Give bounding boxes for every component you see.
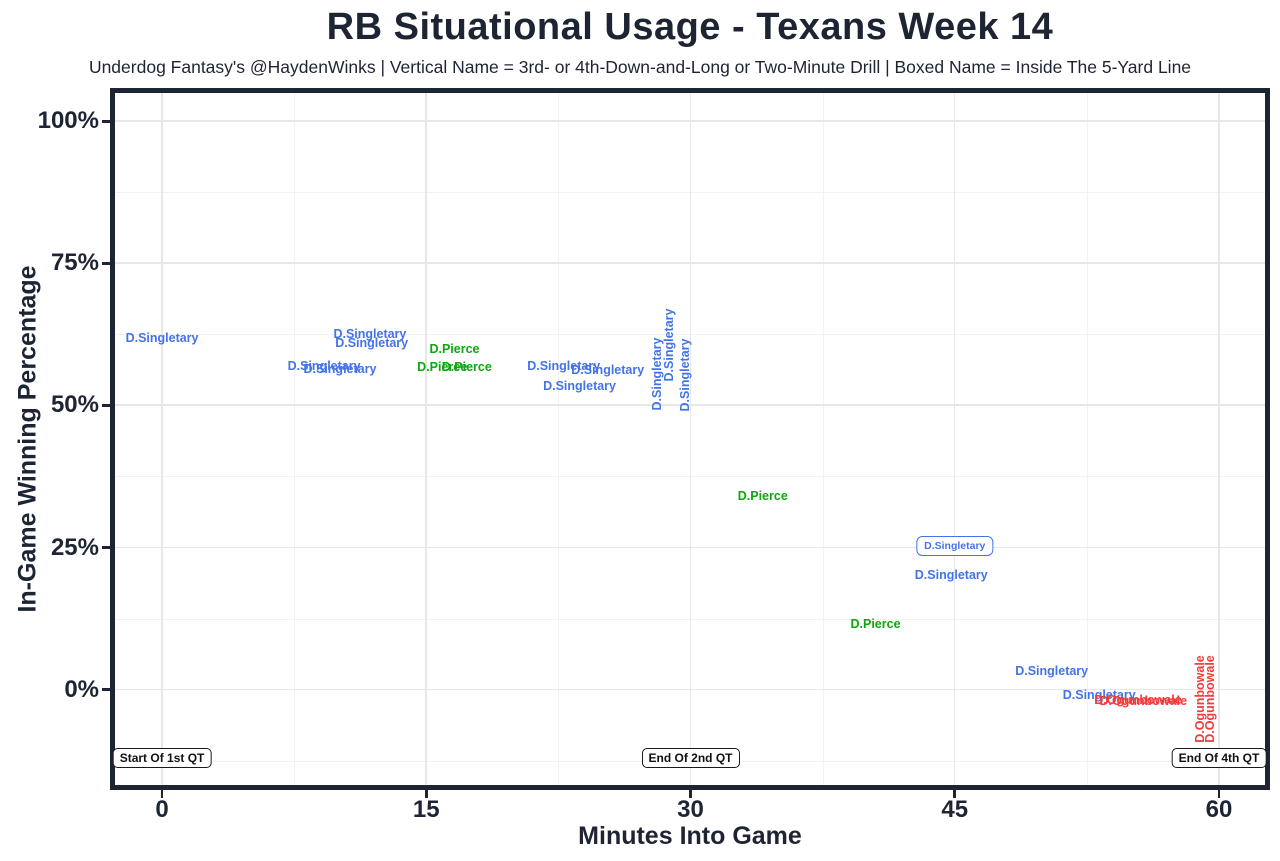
data-point-label-d-singletary: D.Singletary [543, 378, 616, 393]
annotation-end-of-4th-qt: End Of 4th QT [1171, 747, 1267, 768]
x-axis-title: Minutes Into Game [578, 822, 802, 850]
gridline-x-minor [1086, 93, 1088, 785]
data-point-label-d-singletary: D.Singletary [1062, 688, 1136, 703]
data-point-label-d-singletary: D.Singletary [914, 568, 988, 583]
gridline-x-minor [822, 93, 824, 785]
chart-title: RB Situational Usage - Texans Week 14 [326, 6, 1054, 48]
data-point-label-d-ogunbowale: D.Ogunbowale [1094, 692, 1182, 707]
gridline-x-major [689, 93, 692, 785]
data-point-label-d-pierce: D.Pierce [429, 342, 480, 357]
gridline-x-minor [558, 93, 560, 785]
y-axis-title: In-Game Winning Percentage [13, 265, 42, 613]
gridline-x-major [425, 93, 427, 785]
data-point-label-d-pierce: D.Pierce [417, 359, 468, 374]
data-point-label-d-singletary: D.Singletary [527, 358, 601, 373]
data-point-label-d-pierce: D.Pierce [441, 359, 492, 374]
gridline-x-major [1218, 93, 1220, 785]
data-point-label-d-singletary: D.Singletary [335, 335, 409, 350]
data-point-label-d-singletary: D.Singletary [678, 338, 693, 412]
data-point-label-d-singletary: D.Singletary [125, 331, 199, 346]
data-point-label-d-singletary: D.Singletary [287, 359, 361, 374]
data-point-label-d-singletary: D.Singletary [1015, 663, 1089, 678]
data-point-label-d-singletary: D.Singletary [916, 535, 994, 556]
plot-panel [110, 88, 1270, 790]
data-point-label-d-singletary: D.Singletary [333, 327, 407, 342]
data-point-label-d-ogunbowale: D.Ogunbowale [1099, 693, 1188, 708]
data-point-label-d-singletary: D.Singletary [662, 308, 677, 382]
annotation-end-of-2nd-qt: End Of 2nd QT [641, 747, 740, 768]
data-point-label-d-singletary: D.Singletary [303, 362, 377, 377]
data-point-label-d-ogunbowale: D.Ogunbowale [1203, 655, 1218, 743]
gridline-x-major [161, 93, 163, 785]
chart-subtitle: Underdog Fantasy's @HaydenWinks | Vertic… [88, 57, 1192, 77]
gridline-x-minor [294, 93, 296, 785]
data-point-label-d-pierce: D.Pierce [850, 616, 901, 631]
gridline-x-major [953, 93, 956, 785]
data-point-label-d-pierce: D.Pierce [737, 488, 788, 503]
annotation-start-of-1st-qt: Start Of 1st QT [112, 747, 212, 768]
data-point-label-d-singletary: D.Singletary [571, 362, 645, 377]
